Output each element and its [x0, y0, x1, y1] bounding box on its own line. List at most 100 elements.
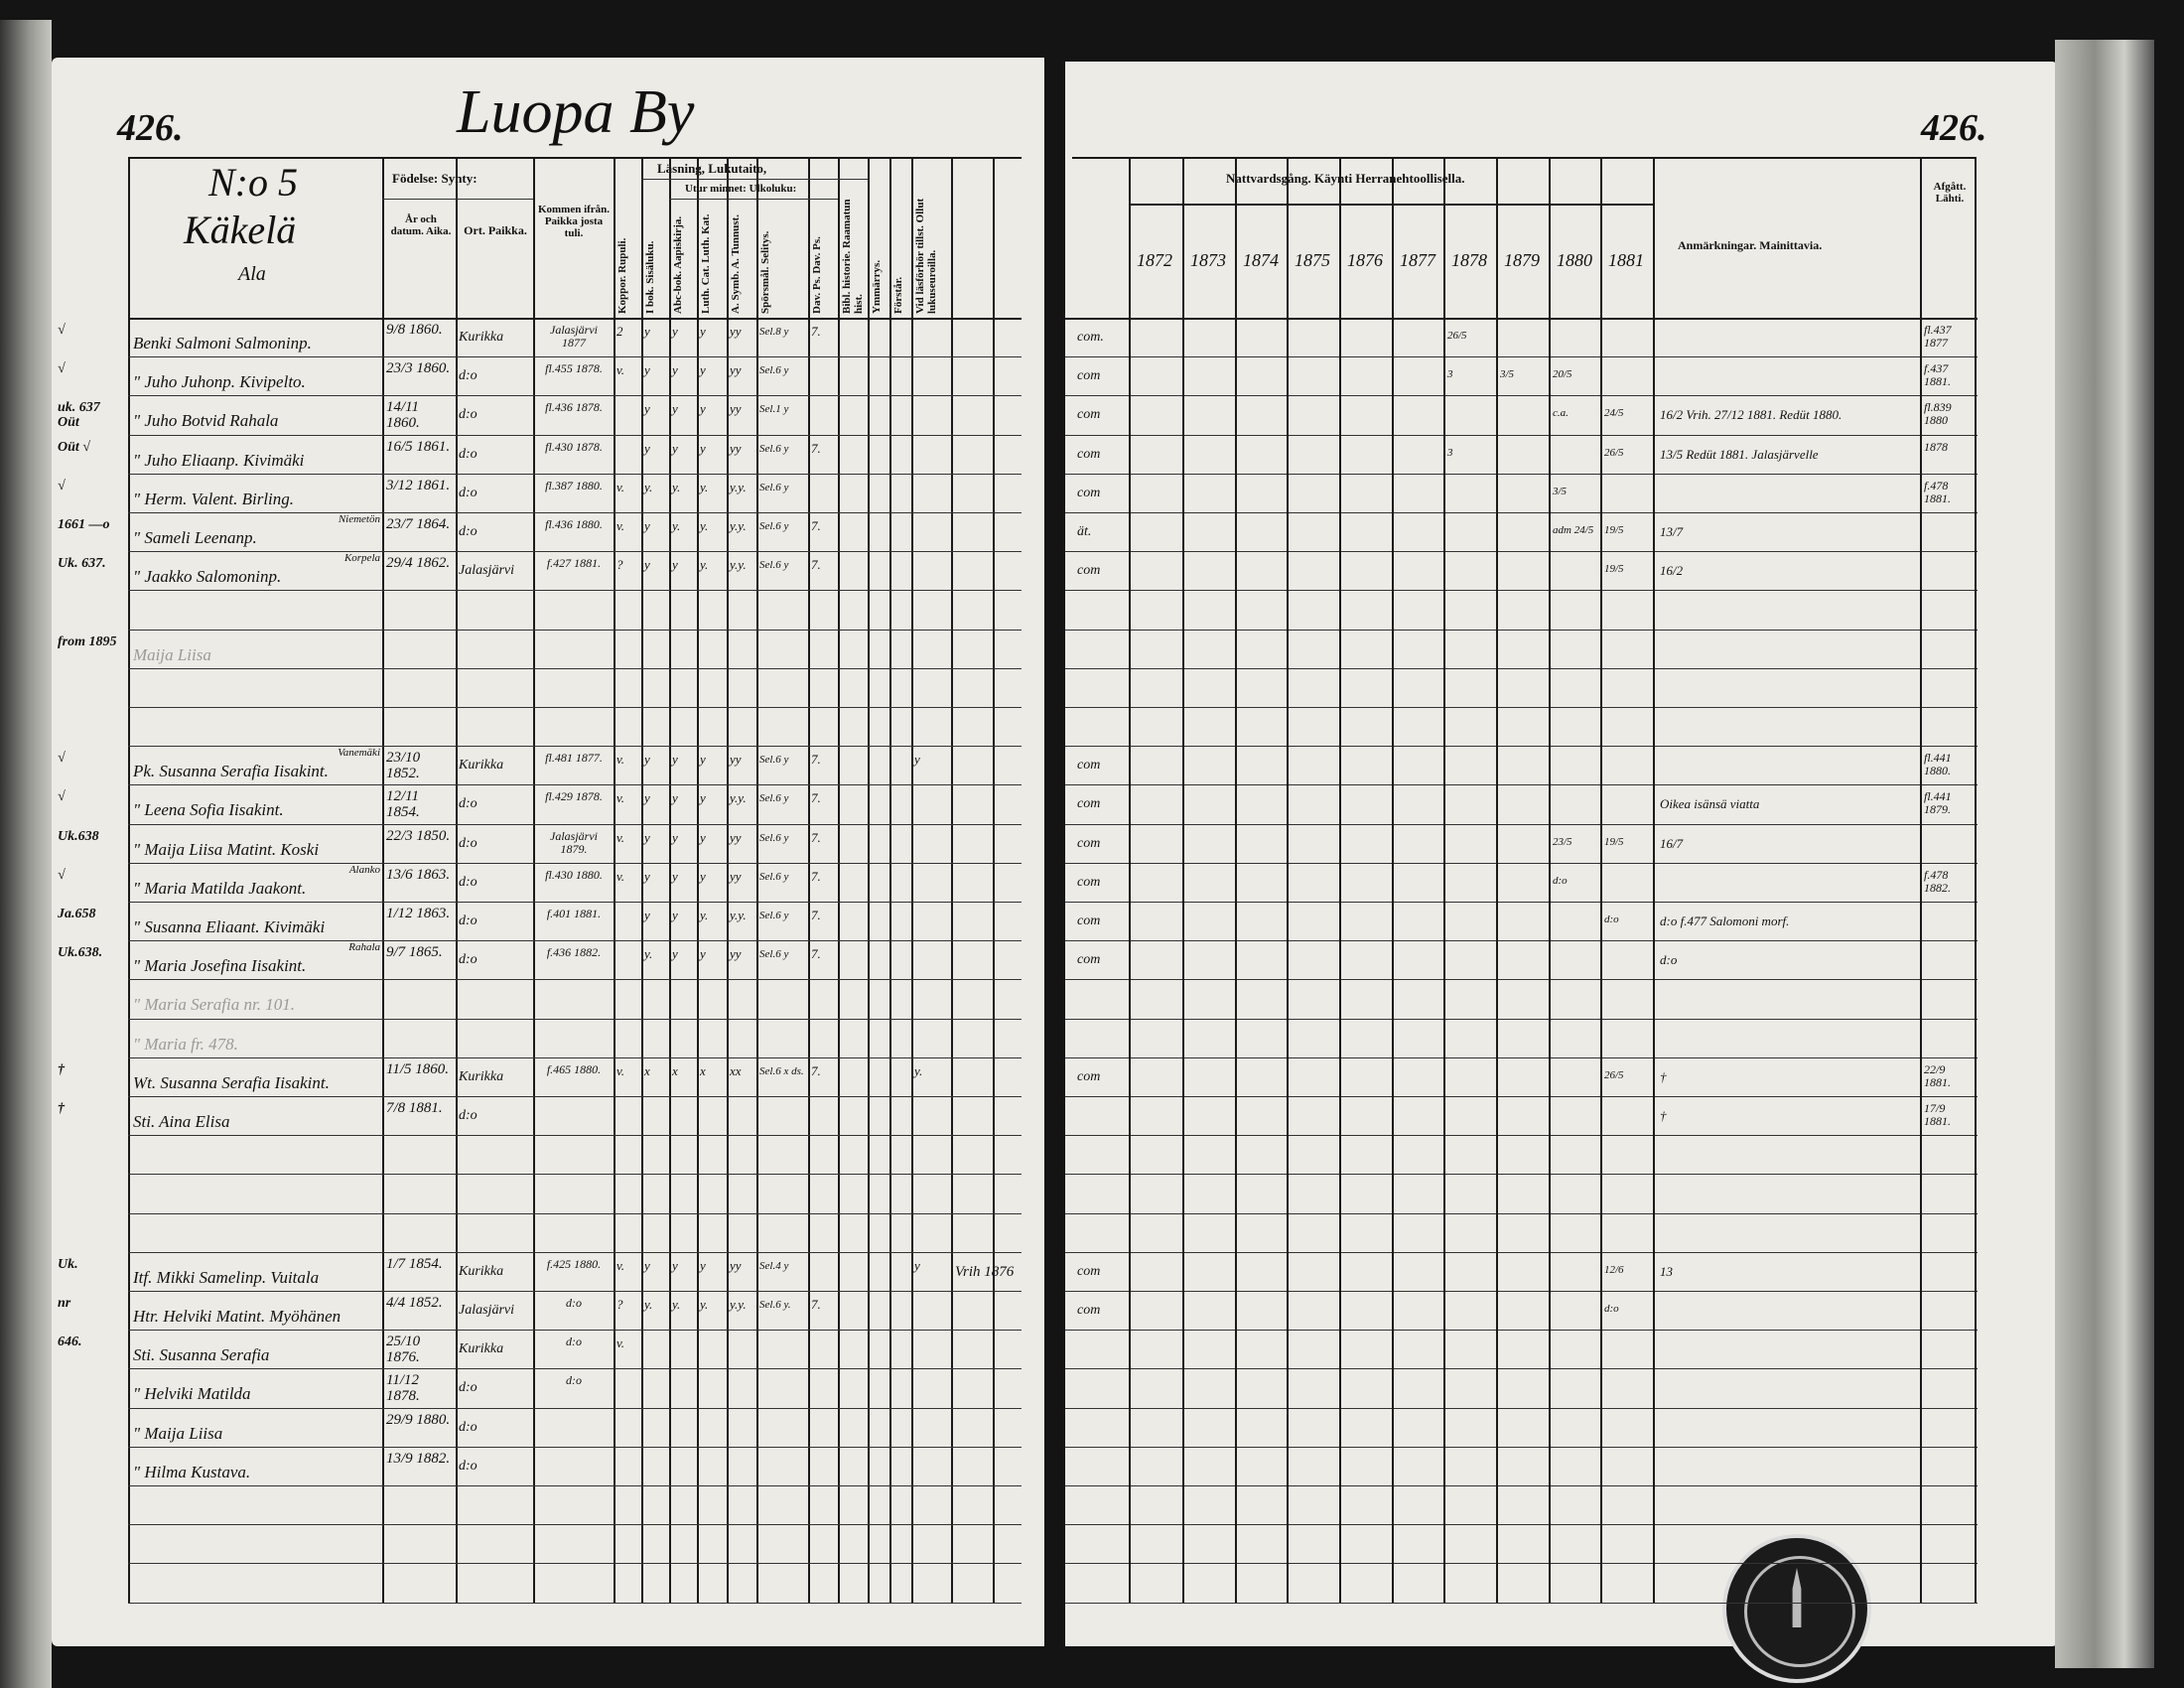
reading-mark: yy: [730, 829, 742, 845]
year-header-1876: 1876: [1347, 250, 1383, 270]
reading-mark: y.: [700, 1297, 709, 1312]
reading-mark: y: [644, 1257, 650, 1273]
birth-date: 1/7 1854.: [386, 1255, 443, 1272]
birth-place: Kurikka: [459, 330, 504, 345]
row-rule: [128, 1602, 1022, 1604]
margin-mark: Uk.638: [58, 828, 99, 844]
column-header-exam: Vid läsförhör tillst. Ollut lukuseuroill…: [914, 198, 938, 314]
reading-mark: y: [644, 752, 650, 768]
came-from: d:o: [566, 1373, 582, 1388]
birth-place: d:o: [459, 1380, 478, 1396]
row-rule: [1065, 590, 1978, 592]
remark: †: [1660, 1108, 1667, 1123]
communion-date-1878: 26/5: [1447, 330, 1467, 342]
birth-place: Jalasjärvi: [459, 563, 514, 579]
reading-mark: x: [644, 1062, 650, 1078]
birth-place: Kurikka: [459, 1068, 504, 1084]
came-from: f.465 1880.: [546, 1061, 602, 1076]
communion-mark: com: [1077, 446, 1101, 462]
archive-stamp: [1722, 1534, 1871, 1683]
person-name: " Maria fr. 478.: [133, 1034, 238, 1054]
row-rule: [128, 356, 1022, 358]
communion-mark: ät.: [1077, 524, 1092, 539]
reading-mark: y: [672, 752, 678, 768]
birth-date: 25/10 1876.: [386, 1334, 421, 1366]
column-divider: [1182, 157, 1184, 1603]
row-rule: [128, 1563, 1022, 1565]
communion-mark: com: [1077, 1068, 1101, 1084]
row-rule: [128, 979, 1022, 981]
row-rule: [128, 512, 1022, 513]
person-name: " Sameli Leenanp.: [133, 528, 257, 547]
communion-mark: com: [1077, 485, 1101, 500]
reading-mark: 7.: [811, 518, 821, 533]
column-header-book: I bok. Sisäluku.: [644, 240, 656, 314]
row-rule: [128, 1018, 1022, 1020]
column-divider: [951, 157, 953, 1603]
village-title: Luopa By: [457, 78, 695, 146]
margin-mark: from 1895: [58, 633, 117, 649]
reading-mark: Sel.6 y: [759, 910, 789, 921]
birth-group-header: Födelse: Synty:: [392, 171, 478, 186]
communion-mark: com: [1077, 563, 1101, 579]
page-number-right: 426.: [1921, 107, 1987, 149]
column-divider: [911, 157, 913, 1603]
birth-date: 14/11 1860.: [386, 399, 420, 432]
row-rule: [128, 551, 1022, 553]
row-rule: [128, 940, 1022, 942]
column-divider: [1549, 157, 1551, 1603]
came-from: fl.436 1880.: [545, 517, 603, 531]
reading-mark: ?: [616, 1297, 623, 1312]
person-name: " Maria Josefina Iisakint.: [133, 956, 307, 976]
reading-mark: y.: [672, 479, 681, 494]
reading-mark: y: [914, 752, 920, 768]
reading-mark: y: [672, 362, 678, 378]
came-from-header: Kommen ifrån. Paikka josta tuli.: [537, 204, 611, 239]
communion-date-1881: 19/5: [1604, 835, 1624, 848]
row-rule: [128, 473, 1022, 475]
row-rule: [128, 746, 1022, 748]
reading-mark: xx: [730, 1062, 742, 1078]
row-rule: [128, 1446, 1022, 1448]
column-divider: [533, 157, 535, 1603]
column-divider: [669, 157, 671, 1603]
row-rule: [1065, 1602, 1978, 1604]
row-rule: [128, 1174, 1022, 1176]
came-from: f.436 1882.: [546, 945, 602, 960]
person-name: Htr. Helviki Matint. Myöhänen: [133, 1307, 341, 1326]
reading-mark: v.: [616, 868, 625, 884]
column-header-bible-history: Bibl. historie. Raamatun hist.: [841, 199, 865, 314]
reading-mark: yy: [730, 362, 742, 378]
person-name: Pk. Susanna Serafia Iisakint.: [133, 762, 329, 781]
communion-date-1881: 19/5: [1604, 563, 1624, 576]
reading-mark: v.: [616, 829, 625, 845]
birth-place: d:o: [459, 485, 478, 500]
name-note: Korpela: [343, 552, 380, 565]
communion-date-1878: 3: [1447, 368, 1453, 381]
person-name: " Jaakko Salomoninp.: [133, 567, 282, 587]
reading-mark: yy: [730, 401, 742, 417]
reading-mark: yy: [730, 752, 742, 768]
reading-mark: y.y.: [730, 557, 747, 573]
reading-mark: x: [672, 1062, 678, 1078]
departed: f.437 1881.: [1924, 361, 1951, 389]
came-from: fl.387 1880.: [545, 478, 603, 492]
column-divider: [1339, 157, 1341, 1603]
reading-mark: y: [700, 440, 706, 456]
margin-mark: √: [58, 323, 66, 338]
reading-mark: v.: [616, 1336, 625, 1351]
row-rule: [1065, 746, 1978, 748]
came-from: f.401 1881.: [546, 907, 602, 920]
came-from: fl.430 1878.: [545, 439, 603, 454]
margin-mark: √: [58, 789, 66, 805]
reading-mark: Sel.6 y: [759, 559, 789, 572]
row-rule: [1065, 1212, 1978, 1214]
communion-mark: com: [1077, 1263, 1101, 1279]
birth-place: d:o: [459, 446, 478, 462]
birth-place: d:o: [459, 874, 478, 890]
row-rule: [128, 1368, 1022, 1370]
column-header-smallpox: Koppor. Rupuli.: [616, 237, 628, 314]
reading-mark: y: [644, 908, 650, 922]
reading-mark: y: [672, 1257, 678, 1273]
came-from: fl.429 1878.: [545, 789, 603, 804]
